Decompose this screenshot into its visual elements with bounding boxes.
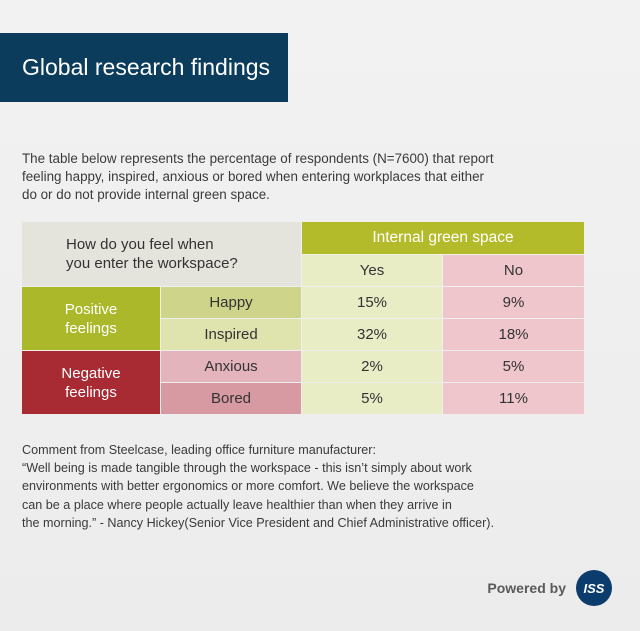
findings-table: How do you feel when you enter the works… [22, 222, 584, 414]
intro-line: feeling happy, inspired, anxious or bore… [22, 169, 485, 184]
inspired-no-value: 18% [443, 319, 584, 350]
question-line: How do you feel when [66, 236, 214, 253]
intro-line: The table below represents the percentag… [22, 151, 494, 166]
question-header: How do you feel when you enter the works… [22, 222, 301, 286]
yes-header: Yes [302, 255, 442, 286]
page-title: Global research findings [22, 54, 271, 80]
intro-text: The table below represents the percentag… [22, 150, 512, 204]
comment-line: environments with better ergonomics or m… [22, 479, 474, 494]
group-label-line: Positive [64, 300, 118, 318]
comment-line: the morning.” - Nancy Hickey(Senior Vice… [22, 515, 495, 530]
comment-line: Comment from Steelcase, leading office f… [22, 443, 376, 457]
happy-yes-value: 15% [302, 287, 442, 318]
logo-text: ISS [583, 580, 605, 596]
steelcase-comment: Comment from Steelcase, leading office f… [22, 441, 542, 532]
question-line: you enter the workspace? [66, 255, 238, 272]
comment-line: can be a place where people actually lea… [22, 497, 452, 512]
group-label-line: feelings [65, 319, 117, 337]
feeling-bored: Bored [161, 383, 301, 414]
no-header: No [443, 255, 584, 286]
positive-feelings-group: Positive feelings [22, 287, 160, 350]
negative-feelings-group: Negative feelings [22, 351, 160, 414]
powered-by-label: Powered by [487, 580, 566, 596]
inspired-yes-value: 32% [302, 319, 442, 350]
feeling-inspired: Inspired [161, 319, 301, 350]
title-banner: Global research findings [0, 33, 288, 102]
group-label-line: Negative [61, 364, 121, 382]
intro-line: do or do not provide internal green spac… [22, 187, 270, 202]
bored-no-value: 11% [443, 383, 584, 414]
iss-logo-icon: ISS [576, 570, 612, 606]
anxious-yes-value: 2% [302, 351, 442, 382]
feeling-anxious: Anxious [161, 351, 301, 382]
green-space-header: Internal green space [302, 222, 584, 254]
footer: Powered by ISS [487, 570, 612, 606]
comment-line: “Well being is made tangible through the… [22, 461, 472, 476]
feeling-happy: Happy [161, 287, 301, 318]
happy-no-value: 9% [443, 287, 584, 318]
bored-yes-value: 5% [302, 383, 442, 414]
anxious-no-value: 5% [443, 351, 584, 382]
group-label-line: feelings [65, 383, 117, 401]
